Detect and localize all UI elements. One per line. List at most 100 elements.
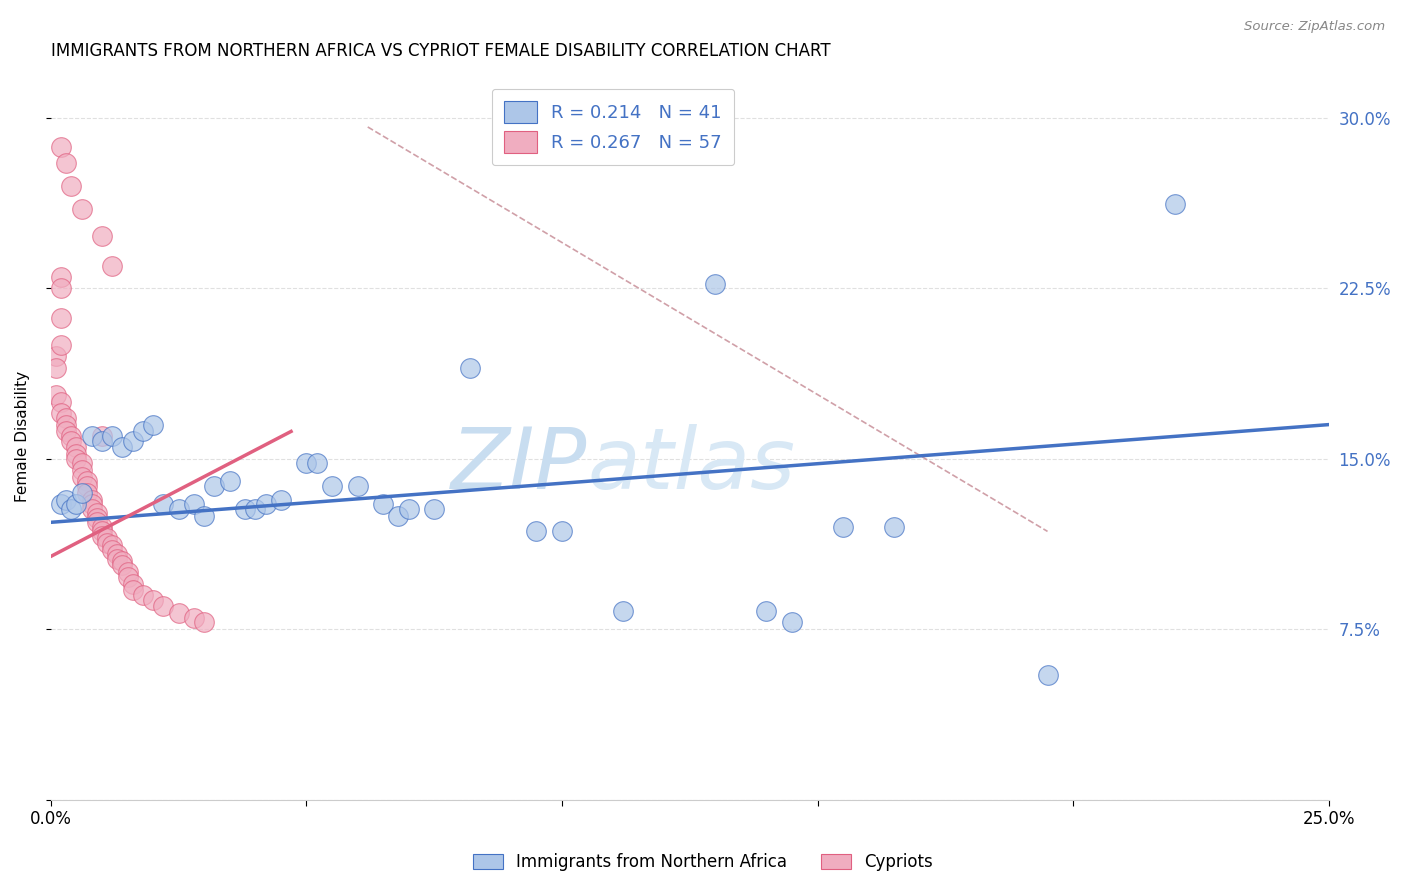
Point — [80, 492, 103, 507]
Point — [49, 338, 72, 352]
Point — [458, 360, 481, 375]
Point — [49, 310, 72, 325]
Point — [245, 501, 267, 516]
Point — [183, 611, 205, 625]
Point — [65, 451, 87, 466]
Point — [91, 229, 114, 244]
Point — [86, 506, 108, 520]
Point — [832, 520, 855, 534]
Point — [70, 456, 93, 470]
Point — [80, 497, 103, 511]
Point — [45, 388, 67, 402]
Point — [142, 592, 165, 607]
Point — [423, 501, 446, 516]
Point — [883, 520, 905, 534]
Point — [65, 440, 87, 454]
Point — [551, 524, 574, 539]
Point — [49, 269, 72, 284]
Point — [101, 429, 124, 443]
Point — [55, 156, 77, 170]
Point — [142, 417, 165, 432]
Point — [45, 360, 67, 375]
Text: IMMIGRANTS FROM NORTHERN AFRICA VS CYPRIOT FEMALE DISABILITY CORRELATION CHART: IMMIGRANTS FROM NORTHERN AFRICA VS CYPRI… — [51, 42, 831, 60]
Point — [101, 538, 124, 552]
Point — [183, 497, 205, 511]
Point — [111, 558, 134, 573]
Point — [233, 501, 256, 516]
Text: Source: ZipAtlas.com: Source: ZipAtlas.com — [1244, 20, 1385, 33]
Point — [117, 570, 139, 584]
Point — [65, 497, 87, 511]
Point — [60, 501, 83, 516]
Point — [49, 281, 72, 295]
Point — [270, 492, 292, 507]
Point — [612, 604, 634, 618]
Point — [193, 508, 215, 523]
Point — [80, 429, 103, 443]
Point — [121, 576, 143, 591]
Point — [218, 475, 240, 489]
Point — [167, 606, 190, 620]
Point — [321, 479, 343, 493]
Point — [105, 551, 128, 566]
Point — [96, 535, 118, 549]
Point — [70, 202, 93, 216]
Point — [76, 475, 98, 489]
Point — [91, 520, 114, 534]
Point — [76, 479, 98, 493]
Point — [60, 179, 83, 194]
Point — [49, 140, 72, 154]
Point — [111, 554, 134, 568]
Point — [117, 566, 139, 580]
Point — [295, 456, 318, 470]
Point — [704, 277, 727, 291]
Point — [132, 425, 155, 439]
Point — [55, 417, 77, 432]
Point — [55, 425, 77, 439]
Point — [55, 492, 77, 507]
Point — [101, 259, 124, 273]
Point — [132, 588, 155, 602]
Point — [70, 470, 93, 484]
Point — [55, 410, 77, 425]
Point — [371, 497, 394, 511]
Point — [60, 429, 83, 443]
Point — [91, 524, 114, 539]
Point — [755, 604, 778, 618]
Legend: R = 0.214   N = 41, R = 0.267   N = 57: R = 0.214 N = 41, R = 0.267 N = 57 — [492, 88, 734, 165]
Point — [91, 434, 114, 448]
Point — [45, 350, 67, 364]
Point — [121, 583, 143, 598]
Point — [105, 547, 128, 561]
Point — [80, 501, 103, 516]
Point — [70, 485, 93, 500]
Point — [254, 497, 277, 511]
Legend: Immigrants from Northern Africa, Cypriots: Immigrants from Northern Africa, Cypriot… — [465, 845, 941, 880]
Point — [167, 501, 190, 516]
Point — [86, 516, 108, 530]
Point — [152, 497, 174, 511]
Point — [780, 615, 803, 630]
Point — [65, 447, 87, 461]
Point — [49, 497, 72, 511]
Point — [111, 440, 134, 454]
Point — [60, 434, 83, 448]
Point — [70, 463, 93, 477]
Point — [152, 599, 174, 614]
Point — [76, 485, 98, 500]
Point — [101, 542, 124, 557]
Point — [49, 395, 72, 409]
Point — [96, 531, 118, 545]
Point — [346, 479, 368, 493]
Point — [398, 501, 420, 516]
Text: atlas: atlas — [588, 424, 796, 507]
Point — [202, 479, 225, 493]
Text: ZIP: ZIP — [451, 424, 588, 507]
Point — [49, 406, 72, 420]
Point — [121, 434, 143, 448]
Point — [387, 508, 409, 523]
Point — [91, 529, 114, 543]
Point — [86, 510, 108, 524]
Y-axis label: Female Disability: Female Disability — [15, 370, 30, 501]
Point — [193, 615, 215, 630]
